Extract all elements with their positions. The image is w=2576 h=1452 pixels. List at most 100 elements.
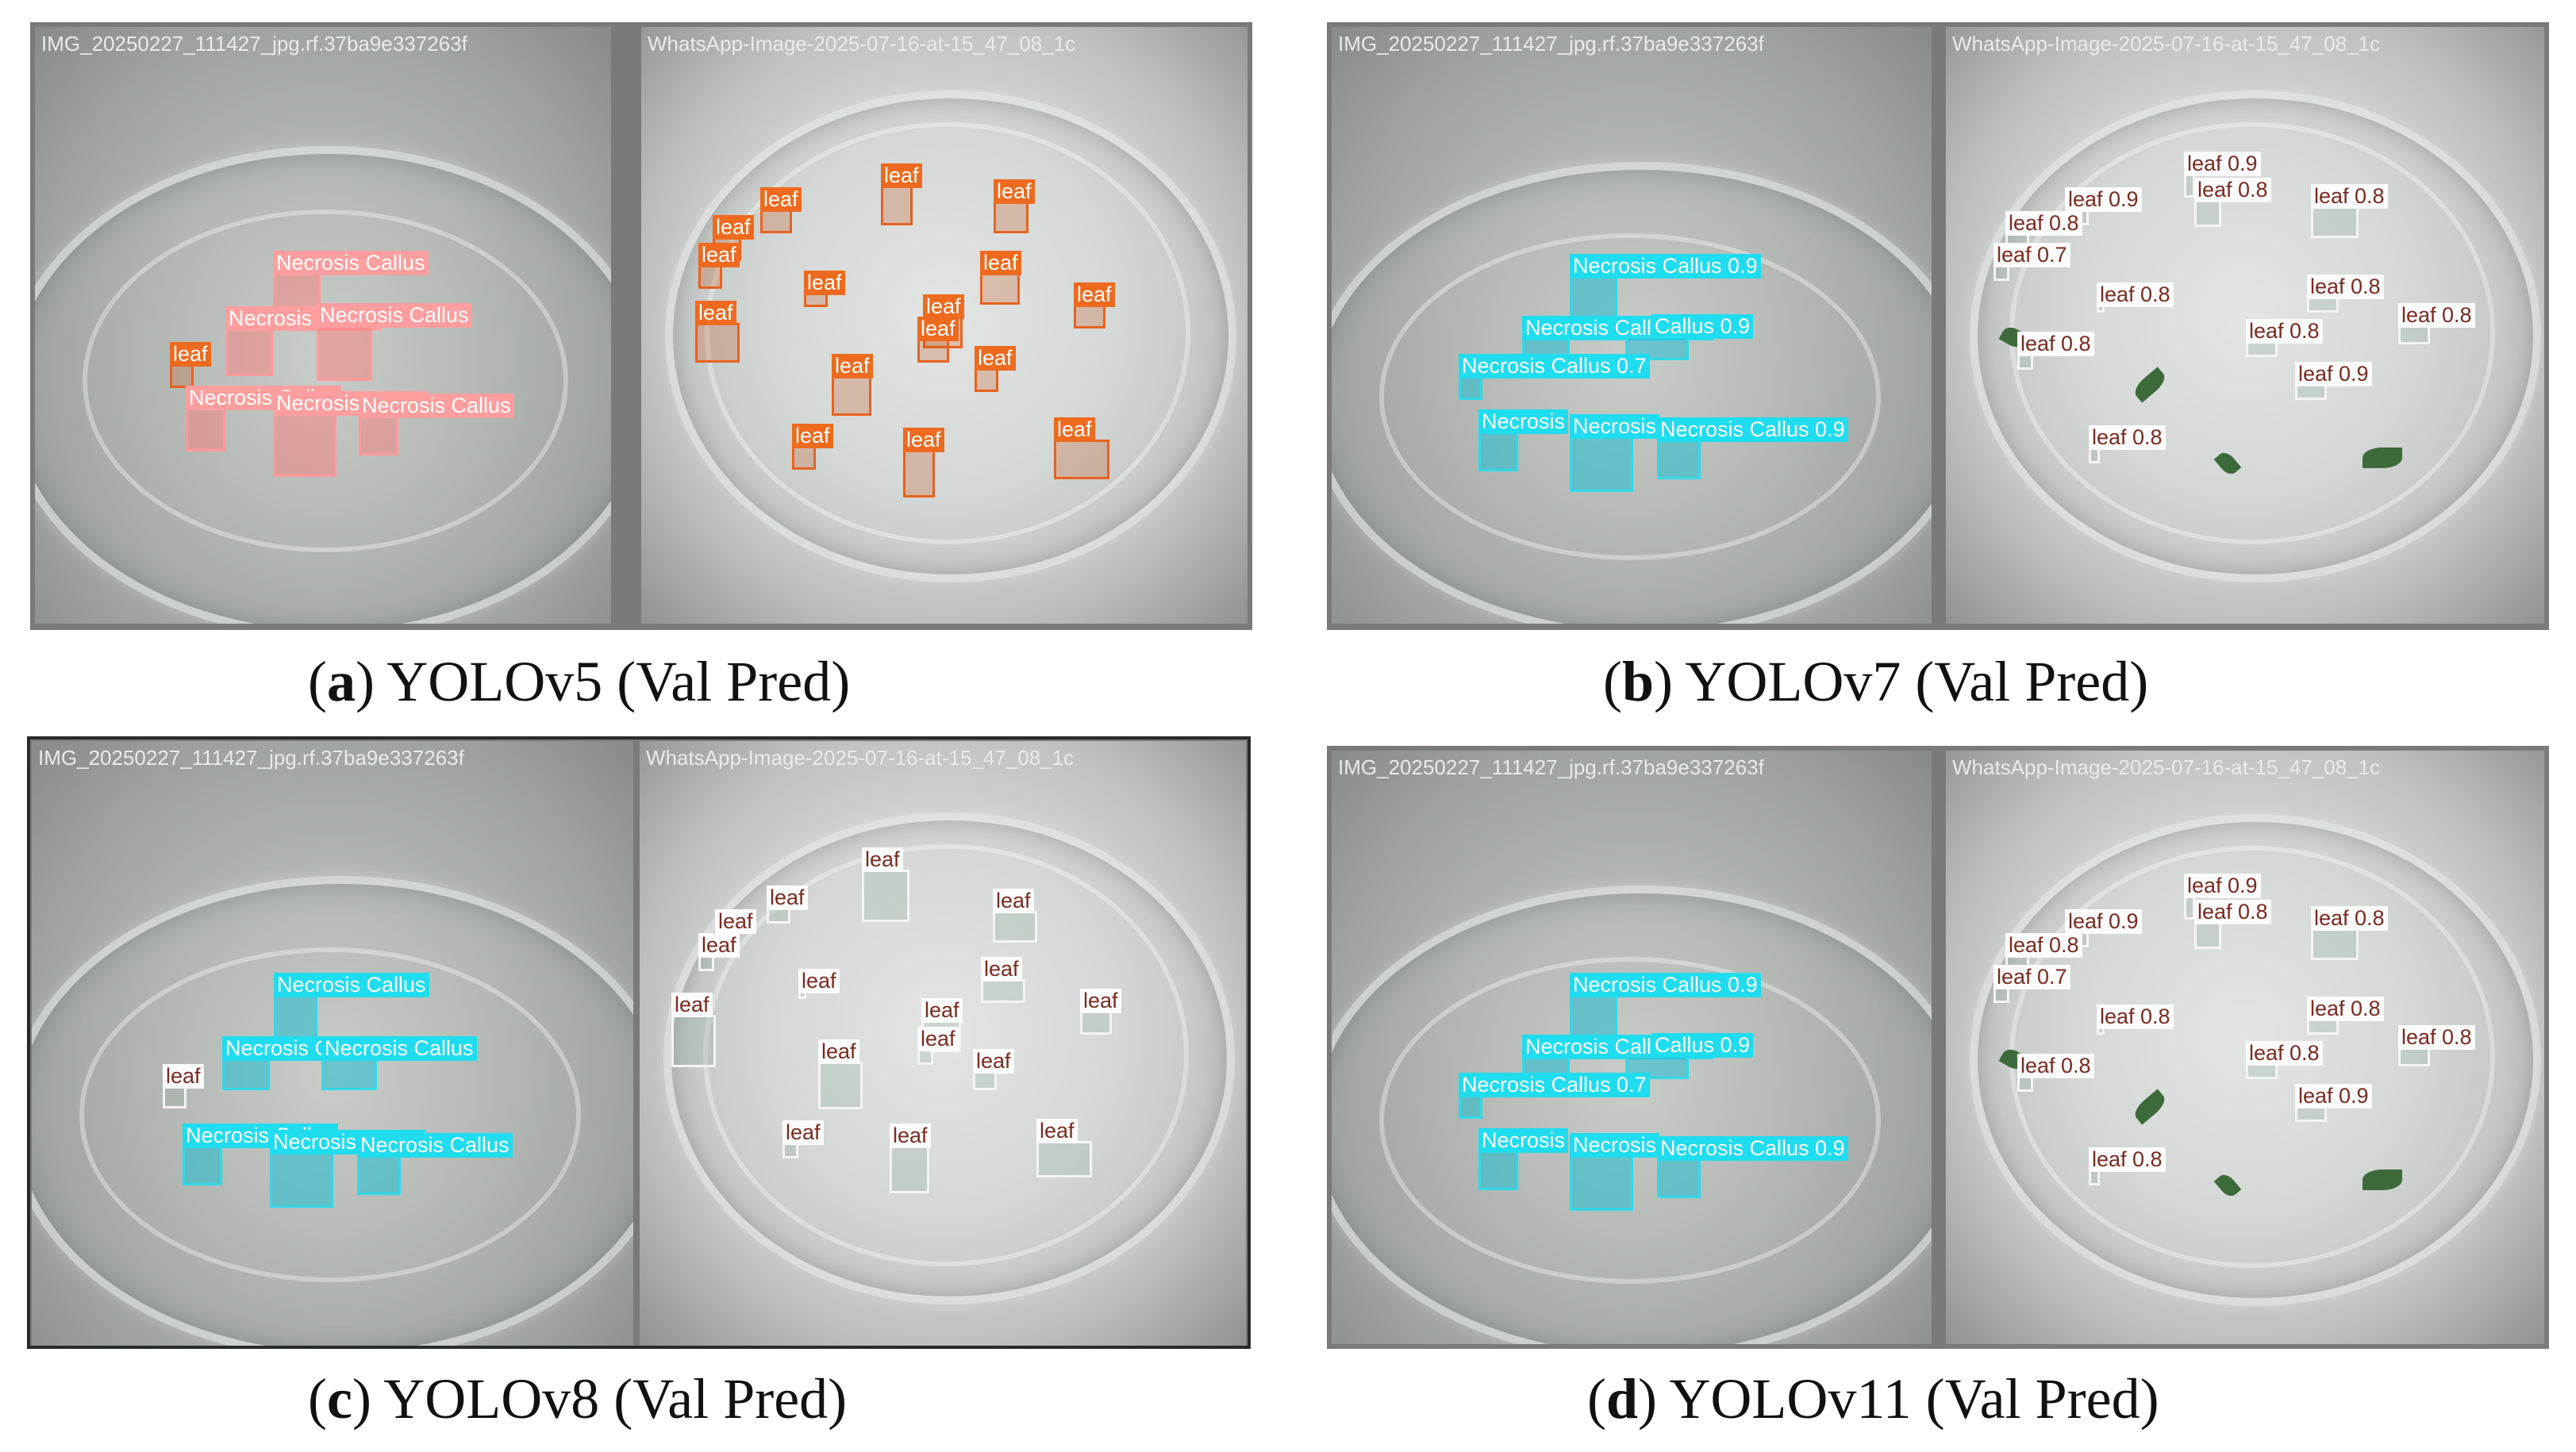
caption-letter: d <box>1605 1367 1639 1431</box>
detection-label: Necrosis <box>1570 1133 1660 1158</box>
caption-c: (c) YOLOv8 (Val Pred) <box>308 1367 848 1431</box>
detection-box: leaf <box>767 885 808 924</box>
caption-letter: a <box>326 650 356 713</box>
detection-box: leaf 0.8 <box>2311 906 2388 960</box>
detection-box: leaf <box>782 1120 824 1158</box>
dish-rim <box>1332 885 1932 1344</box>
detection-box: leaf 0.8 <box>2246 1041 2323 1079</box>
detection-label: leaf <box>170 342 211 367</box>
detection-label: leaf 0.8 <box>2246 319 2323 344</box>
detection-label: leaf <box>792 424 833 448</box>
detection-label: leaf <box>818 1039 859 1064</box>
detection-box: leaf 0.8 <box>2089 425 2166 463</box>
detection-label: leaf 0.8 <box>2194 178 2271 202</box>
detection-box: leaf <box>973 1049 1014 1090</box>
dish-rim <box>1970 90 2541 582</box>
detection-label: leaf 0.9 <box>2065 187 2142 212</box>
detection-box: Necrosis Callus <box>183 1124 338 1185</box>
detection-box: leaf <box>695 301 740 363</box>
detection-box: leaf <box>993 889 1037 943</box>
detection-label: leaf 0.8 <box>2307 275 2384 299</box>
caption-title: YOLOv5 (Val Pred) <box>386 650 851 713</box>
detection-box: Necrosis Callus 0.9 <box>1570 973 1761 1051</box>
detection-box: leaf 0.8 <box>2097 282 2174 313</box>
dish-rim <box>32 876 633 1346</box>
detection-label: leaf <box>993 889 1034 913</box>
detection-label: leaf <box>713 215 754 240</box>
detection-label: Necrosis Callus 0.7 <box>1459 1073 1650 1097</box>
caption-d: (d) YOLOv11 (Val Pred) <box>1587 1367 2159 1431</box>
detection-box: leaf 0.9 <box>2295 1084 2372 1122</box>
detection-label: Necrosis <box>1478 409 1569 434</box>
dish-inner <box>705 122 1190 544</box>
detection-label: leaf <box>698 243 740 267</box>
detection-box: leaf <box>862 847 909 922</box>
detection-label: leaf <box>832 354 873 378</box>
dish-rim <box>665 90 1236 582</box>
right-photo: WhatsApp-Image-2025-07-16-at-15_47_08_1c… <box>641 27 1248 624</box>
detection-label: Necrosis Callus <box>359 394 514 418</box>
caption-b: (b) YOLOv7 (Val Pred) <box>1603 650 2149 713</box>
left-photo: IMG_20250227_111427_jpg.rf.37ba9e337263f… <box>1332 27 1932 624</box>
detection-label: leaf <box>1074 282 1115 307</box>
dish-rim <box>663 812 1235 1304</box>
detection-label: leaf <box>671 993 713 1017</box>
detection-box: Necrosis Callus <box>222 1036 378 1090</box>
detection-label: leaf 0.8 <box>2089 425 2166 450</box>
image-filename: IMG_20250227_111427_jpg.rf.37ba9e337263f <box>1338 32 1764 56</box>
detection-box: leaf 0.8 <box>2017 332 2094 370</box>
detection-label: leaf <box>975 346 1016 371</box>
detection-box: leaf 0.8 <box>2089 1147 2166 1185</box>
detection-label: leaf <box>881 163 922 188</box>
detection-label: leaf <box>1054 417 1095 442</box>
detection-label: leaf <box>767 885 808 910</box>
detection-label: leaf 0.8 <box>2005 933 2082 958</box>
detection-label: leaf <box>782 1120 824 1145</box>
detection-label: leaf 0.9 <box>2295 362 2372 386</box>
detection-label: leaf <box>980 251 1021 275</box>
detection-label: leaf 0.8 <box>2089 1147 2166 1172</box>
detection-box: leaf 0.8 <box>2097 1004 2174 1035</box>
detection-box: Necrosis Callus <box>270 1130 425 1208</box>
dish-inner <box>1379 957 1881 1284</box>
detection-box: Callus 0.9 <box>1625 1033 1754 1079</box>
detection-label: Necrosis Callus 0.9 <box>1657 417 1848 442</box>
detection-label: leaf <box>1080 989 1121 1013</box>
panel-c: IMG_20250227_111427_jpg.rf.37ba9e337263f… <box>27 736 1251 1349</box>
detection-label: Necrosis Callus <box>317 303 472 328</box>
right-photo: WhatsApp-Image-2025-07-16-at-15_47_08_1c… <box>1946 751 2544 1344</box>
detection-box: Necrosis <box>1478 409 1569 471</box>
detection-label: leaf <box>917 1027 959 1051</box>
detection-box: Necrosis Callus <box>274 973 429 1051</box>
detection-box: leaf <box>1080 989 1121 1035</box>
detection-box: leaf <box>671 993 716 1067</box>
detection-label: leaf 0.7 <box>1994 243 2070 267</box>
detection-label: leaf 0.8 <box>2005 211 2082 236</box>
detection-label: leaf 0.8 <box>2097 1004 2174 1029</box>
left-photo: IMG_20250227_111427_jpg.rf.37ba9e337263f… <box>1332 751 1932 1344</box>
detection-label: leaf <box>981 957 1022 981</box>
detection-box: leaf 0.8 <box>2194 900 2271 949</box>
detection-box: leaf <box>792 424 833 470</box>
detection-label: Necrosis Callus <box>357 1133 513 1158</box>
detection-label: leaf <box>862 847 903 872</box>
detection-box: leaf <box>698 933 740 971</box>
detection-label: leaf <box>163 1064 204 1089</box>
detection-label: leaf <box>760 187 802 212</box>
dish-inner <box>83 209 568 552</box>
detection-label: leaf 0.8 <box>2194 900 2271 924</box>
detection-box: leaf 0.8 <box>2398 303 2475 344</box>
detection-label: Necrosis Callus 0.9 <box>1657 1136 1848 1161</box>
detection-box: Necrosis Callus 0.9 <box>1657 417 1848 479</box>
detection-box: leaf 0.8 <box>2311 184 2388 238</box>
caption-title: YOLOv8 (Val Pred) <box>383 1367 848 1431</box>
detection-label: Necrosis Callus 0.7 <box>1459 354 1650 378</box>
detection-label: Necrosis Callus 0.9 <box>1570 973 1761 997</box>
detection-box: leaf <box>890 1124 931 1193</box>
image-filename: IMG_20250227_111427_jpg.rf.37ba9e337263f <box>38 746 464 770</box>
detection-box: Necrosis Callus 0.7 <box>1459 354 1650 400</box>
detection-label: leaf 0.8 <box>2307 997 2384 1021</box>
detection-label: leaf <box>804 271 845 295</box>
detection-label: Necrosis <box>1478 1128 1569 1153</box>
detection-box: leaf <box>881 163 922 225</box>
